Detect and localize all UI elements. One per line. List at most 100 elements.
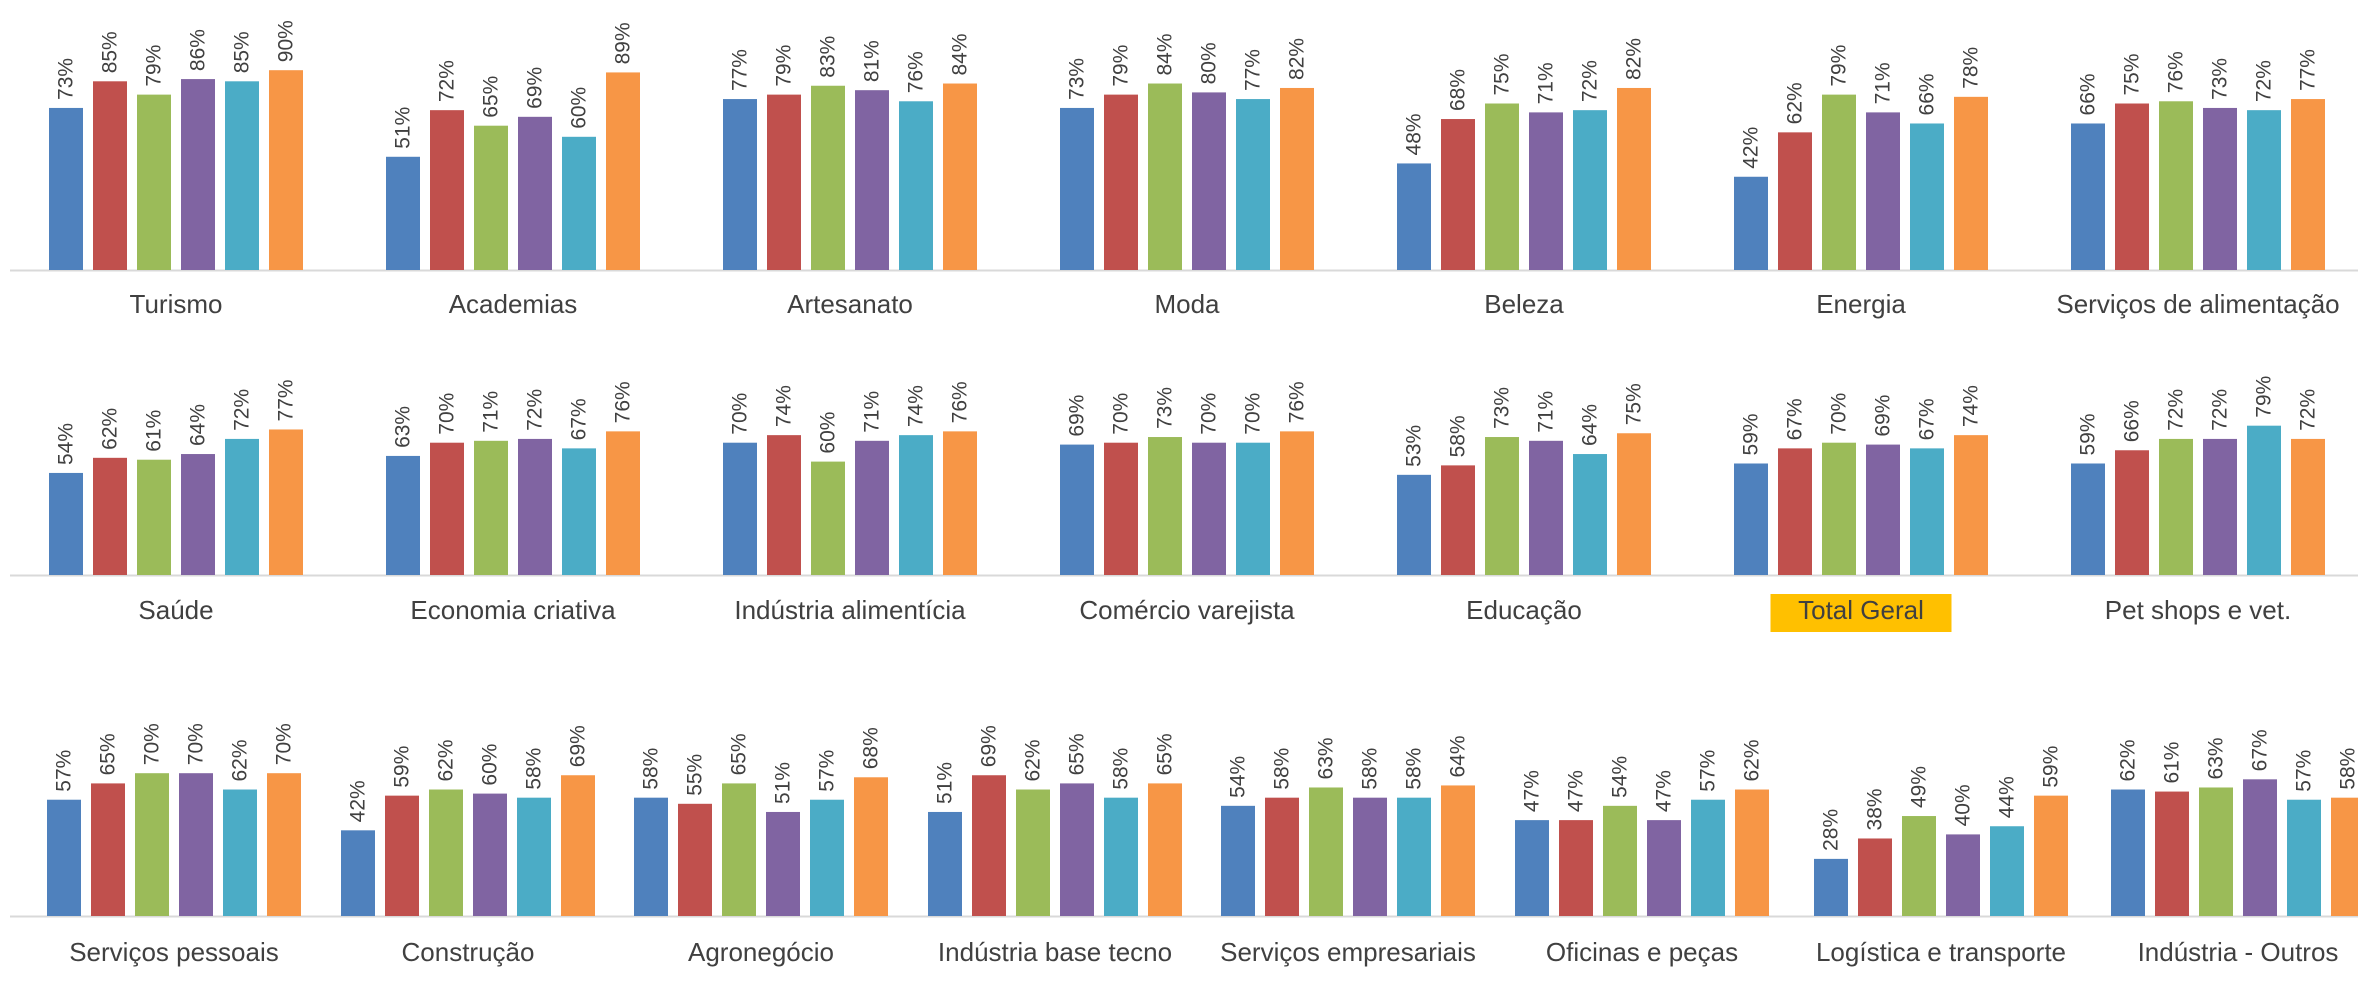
data-label: 48% <box>1403 113 1426 155</box>
chart-panel: 69%70%73%70%70%76%Comércio varejista <box>1060 381 1314 625</box>
chart-panel: 47%47%54%47%57%62%Oficinas e peças <box>1515 739 1769 967</box>
data-label: 63% <box>1315 737 1338 779</box>
data-label: 42% <box>1740 127 1763 169</box>
bar <box>2247 426 2281 575</box>
bar <box>49 473 83 575</box>
bar <box>1603 806 1637 916</box>
data-label: 62% <box>99 408 122 450</box>
bar <box>2115 104 2149 271</box>
category-label: Agronegócio <box>688 937 834 967</box>
chart-panel: 59%67%70%69%67%74%Total Geral <box>1734 385 1988 632</box>
data-label: 60% <box>479 744 502 786</box>
chart-panel: 73%85%79%86%85%90%Turismo <box>49 20 303 319</box>
bar <box>767 95 801 270</box>
data-label: 73% <box>1154 387 1177 429</box>
bar <box>1280 431 1314 575</box>
bar <box>1441 119 1475 270</box>
data-label: 75% <box>2121 53 2144 95</box>
bar <box>1397 475 1431 575</box>
bar <box>1148 437 1182 575</box>
data-label: 77% <box>2297 49 2320 91</box>
chart-panel: 57%65%70%70%62%70%Serviços pessoais <box>47 723 301 967</box>
bar <box>1280 88 1314 270</box>
bar <box>606 431 640 575</box>
data-label: 59% <box>1740 413 1763 455</box>
data-label: 79% <box>1828 45 1851 87</box>
chart-panel: 62%61%63%67%57%58%Indústria - Outros <box>2111 729 2358 967</box>
data-label: 71% <box>1535 62 1558 104</box>
bar <box>1778 448 1812 575</box>
data-label: 71% <box>1872 62 1895 104</box>
data-label: 63% <box>2205 737 2228 779</box>
data-label: 83% <box>817 36 840 78</box>
bar <box>1734 177 1768 270</box>
data-label: 70% <box>1110 393 1133 435</box>
data-label: 72% <box>2165 389 2188 431</box>
bar <box>137 95 171 270</box>
data-label: 65% <box>1154 733 1177 775</box>
data-label: 77% <box>275 379 298 421</box>
data-label: 61% <box>143 410 166 452</box>
chart-panel: 73%79%84%80%77%82%Moda <box>1060 33 1314 319</box>
data-label: 73% <box>1491 387 1514 429</box>
category-label: Turismo <box>130 289 223 319</box>
data-label: 55% <box>684 754 707 796</box>
bar <box>179 773 213 916</box>
bar <box>91 783 125 916</box>
bar <box>269 429 303 575</box>
category-label: Academias <box>449 289 578 319</box>
bar <box>1515 820 1549 916</box>
data-label: 82% <box>1286 38 1309 80</box>
data-label: 72% <box>2209 389 2232 431</box>
bar <box>1573 454 1607 575</box>
bar <box>722 783 756 916</box>
bar <box>2247 110 2281 270</box>
data-label: 85% <box>231 31 254 73</box>
bar <box>1397 163 1431 270</box>
bar <box>767 435 801 575</box>
data-label: 81% <box>861 40 884 82</box>
data-label: 62% <box>1784 82 1807 124</box>
bar <box>2199 787 2233 916</box>
data-label: 53% <box>1403 425 1426 467</box>
data-label: 58% <box>1403 748 1426 790</box>
bar <box>1617 433 1651 575</box>
data-label: 54% <box>1609 756 1632 798</box>
bar <box>1734 463 1768 575</box>
chart-panel: 48%68%75%71%72%82%Beleza <box>1397 38 1651 319</box>
data-label: 70% <box>273 723 296 765</box>
category-label: Saúde <box>138 595 213 625</box>
bar <box>49 108 83 270</box>
bar <box>2203 108 2237 270</box>
bar <box>474 126 508 270</box>
bar <box>2243 779 2277 916</box>
data-label: 69% <box>978 725 1001 767</box>
bar <box>2034 796 2068 916</box>
data-label: 65% <box>480 76 503 118</box>
bar <box>943 84 977 270</box>
data-label: 76% <box>1286 381 1309 423</box>
data-label: 77% <box>729 49 752 91</box>
data-label: 70% <box>436 393 459 435</box>
bar <box>2111 790 2145 916</box>
bar <box>269 70 303 270</box>
category-label: Logística e transporte <box>1816 937 2066 967</box>
data-label: 57% <box>53 750 76 792</box>
category-label: Serviços empresariais <box>1220 937 1476 967</box>
data-label: 79% <box>773 45 796 87</box>
data-label: 90% <box>275 20 298 62</box>
bar <box>562 137 596 270</box>
category-label: Beleza <box>1484 289 1564 319</box>
data-label: 73% <box>55 58 78 100</box>
bar <box>93 458 127 575</box>
bar <box>2331 798 2358 916</box>
data-label: 68% <box>1447 69 1470 111</box>
bar <box>2115 450 2149 575</box>
bar <box>1735 790 1769 916</box>
chart-panel: 54%58%63%58%58%64%Serviços empresariais <box>1220 735 1476 967</box>
data-label: 47% <box>1565 770 1588 812</box>
data-label: 74% <box>905 385 928 427</box>
data-label: 40% <box>1952 784 1975 826</box>
